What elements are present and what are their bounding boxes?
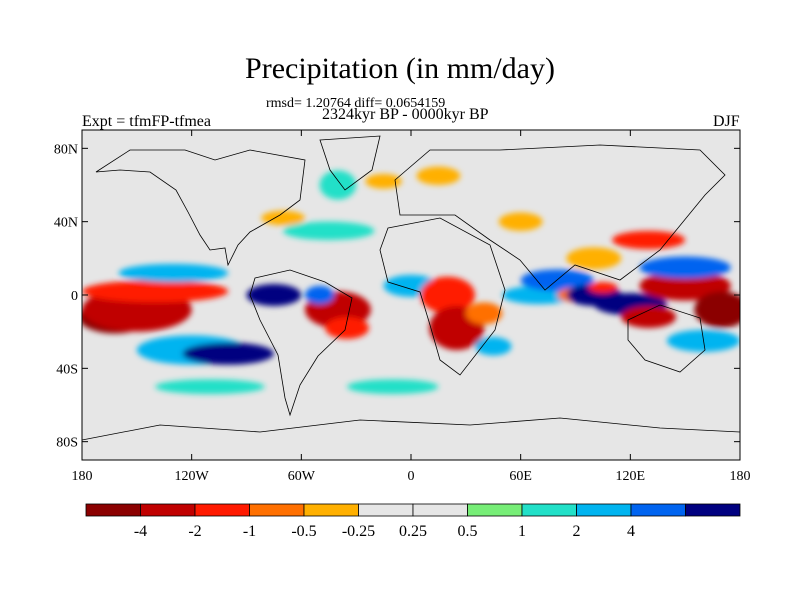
colorbar-swatch (85, 503, 141, 517)
y-tick-label: 0 (71, 289, 78, 304)
colorbar-swatch (576, 503, 632, 517)
y-tick-label: 80S (56, 436, 78, 451)
coast-africa (379, 217, 506, 376)
colorbar-label: 1 (518, 523, 526, 540)
colorbar-swatch (194, 503, 250, 517)
map-axes: 80N 40N 0 40S 80S 180 120W 60W 0 60E 120E 180 (54, 130, 751, 484)
anomaly-patch (465, 302, 503, 325)
anomaly-patch (588, 282, 618, 294)
x-tick-label: 60E (509, 469, 532, 484)
anomaly-patch (474, 337, 512, 356)
y-tick-label: 40N (54, 216, 78, 231)
period-subtitle: 2324kyr BP - 0000kyr BP (322, 106, 489, 123)
coast-antarctica (82, 417, 740, 441)
colorbar-label: -4 (134, 523, 147, 540)
anomaly-patch (325, 317, 369, 339)
x-tick-label: 120E (616, 469, 646, 484)
colorbar-swatch (303, 503, 359, 517)
colorbar-swatch (685, 503, 741, 517)
colorbar-label: 0.5 (458, 523, 478, 540)
anomaly-patch (694, 291, 740, 328)
y-tick-label: 80N (54, 142, 78, 157)
anomaly-patch (82, 280, 229, 303)
anomaly-patch (420, 276, 475, 314)
colorbar-label: -0.25 (342, 523, 375, 540)
x-tick-label: 0 (408, 469, 415, 484)
anomaly-patch (612, 230, 686, 250)
coastlines (82, 135, 740, 441)
x-tick-label: 180 (72, 469, 93, 484)
coast-north-america (95, 149, 306, 267)
x-tick-label: 180 (730, 469, 751, 484)
colorbar-swatch (630, 503, 686, 517)
colorbar-swatch (412, 503, 468, 517)
coast-greenland (319, 135, 381, 191)
anomaly-patch (118, 263, 229, 283)
colorbar-swatch (521, 503, 577, 517)
season-label: DJF (713, 113, 740, 130)
anomaly-patch (261, 210, 305, 226)
colorbar-label: 4 (627, 523, 635, 540)
chart-title: Precipitation (in mm/day) (245, 52, 555, 85)
colorbar-label: -0.5 (291, 523, 316, 540)
colorbar-swatch (249, 503, 305, 517)
x-tick-label: 60W (288, 469, 316, 484)
anomaly-patch (639, 256, 731, 279)
stats-subtitle: rmsd= 1.20764 diff= 0.0654159 (266, 96, 446, 111)
colorbar-swatch (358, 503, 414, 517)
anomaly-patch (304, 285, 335, 305)
anomaly-patch (566, 247, 622, 270)
coast-south-america (249, 269, 353, 417)
anomaly-patch (621, 306, 677, 328)
coast-australia (627, 304, 706, 373)
x-tick-label: 120W (175, 469, 210, 484)
y-tick-label: 40S (56, 362, 78, 377)
anomaly-patch (246, 284, 302, 306)
anomaly-patch (283, 221, 375, 240)
colorbar-label: 0.25 (399, 523, 427, 540)
colorbar-swatch (140, 503, 196, 517)
anomaly-patch (347, 379, 439, 394)
experiment-label: Expt = tfmFP-tfmea (82, 113, 212, 130)
anomaly-patch (182, 342, 274, 365)
colorbar-label: 2 (573, 523, 581, 540)
anomaly-patch (416, 166, 461, 185)
colorbar: -4 -2 -1 -0.5 -0.25 0.25 0.5 1 2 4 (85, 503, 741, 540)
anomaly-patch (365, 174, 402, 189)
coast-eurasia (394, 144, 726, 291)
anomaly-patch (639, 271, 731, 301)
anomaly-patch (498, 212, 543, 231)
colorbar-swatch (467, 503, 523, 517)
anomaly-patch (155, 379, 265, 394)
colorbar-label: -2 (188, 523, 201, 540)
anomaly-patch (319, 170, 357, 200)
colorbar-label: -1 (243, 523, 256, 540)
